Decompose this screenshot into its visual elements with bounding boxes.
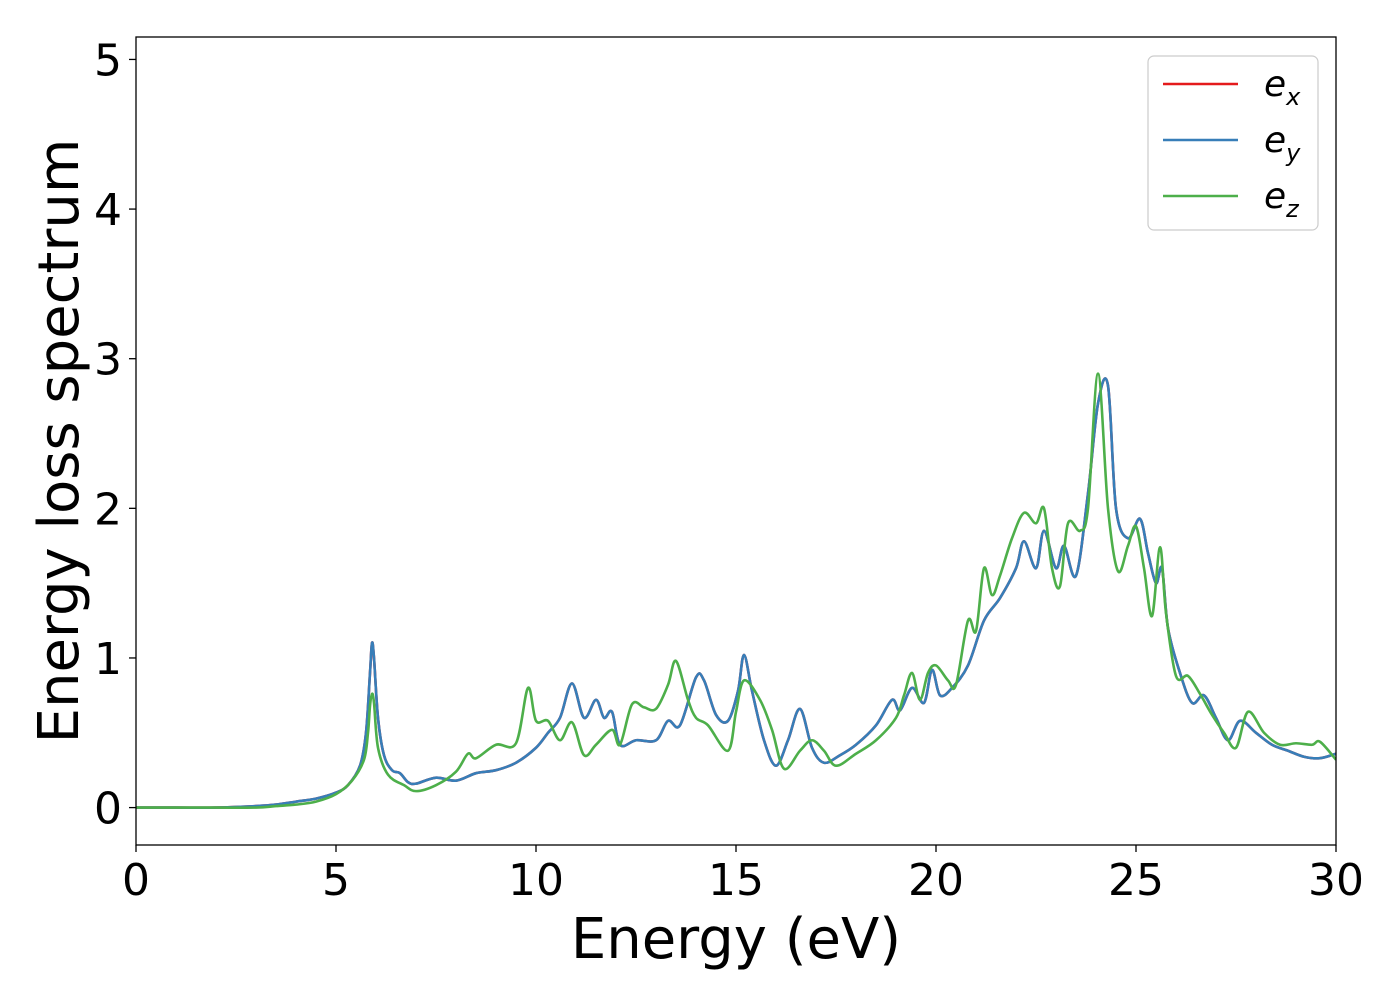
series-layer — [136, 372, 1336, 809]
x-tick-label: 30 — [1308, 855, 1364, 906]
x-tick-label: 20 — [908, 855, 964, 906]
y-tick-label: 5 — [94, 35, 122, 86]
x-tick-label: 25 — [1108, 855, 1164, 906]
y-tick-label: 0 — [94, 784, 122, 835]
legend: ex ey ez — [1147, 55, 1319, 231]
legend-label-e_x: ex — [1264, 64, 1301, 111]
y-tick-label: 4 — [94, 185, 122, 236]
y-axis: 0 1 2 3 4 5 — [94, 35, 136, 835]
legend-box — [1147, 55, 1319, 231]
y-tick-label: 1 — [94, 634, 122, 685]
x-axis: 0 5 10 15 20 25 30 — [122, 845, 1364, 906]
x-axis-title: Energy (eV) — [571, 907, 901, 972]
y-axis-title: Energy loss spectrum — [27, 139, 92, 744]
x-tick-label: 5 — [322, 855, 350, 906]
legend-label-e_z: ez — [1264, 176, 1300, 223]
x-tick-label: 0 — [122, 855, 150, 906]
y-tick-label: 2 — [94, 484, 122, 535]
x-tick-label: 10 — [508, 855, 564, 906]
x-tick-label: 15 — [708, 855, 764, 906]
legend-label-e_y: ey — [1264, 120, 1301, 167]
series-line-e_z — [136, 372, 1336, 809]
y-tick-label: 3 — [94, 335, 122, 386]
